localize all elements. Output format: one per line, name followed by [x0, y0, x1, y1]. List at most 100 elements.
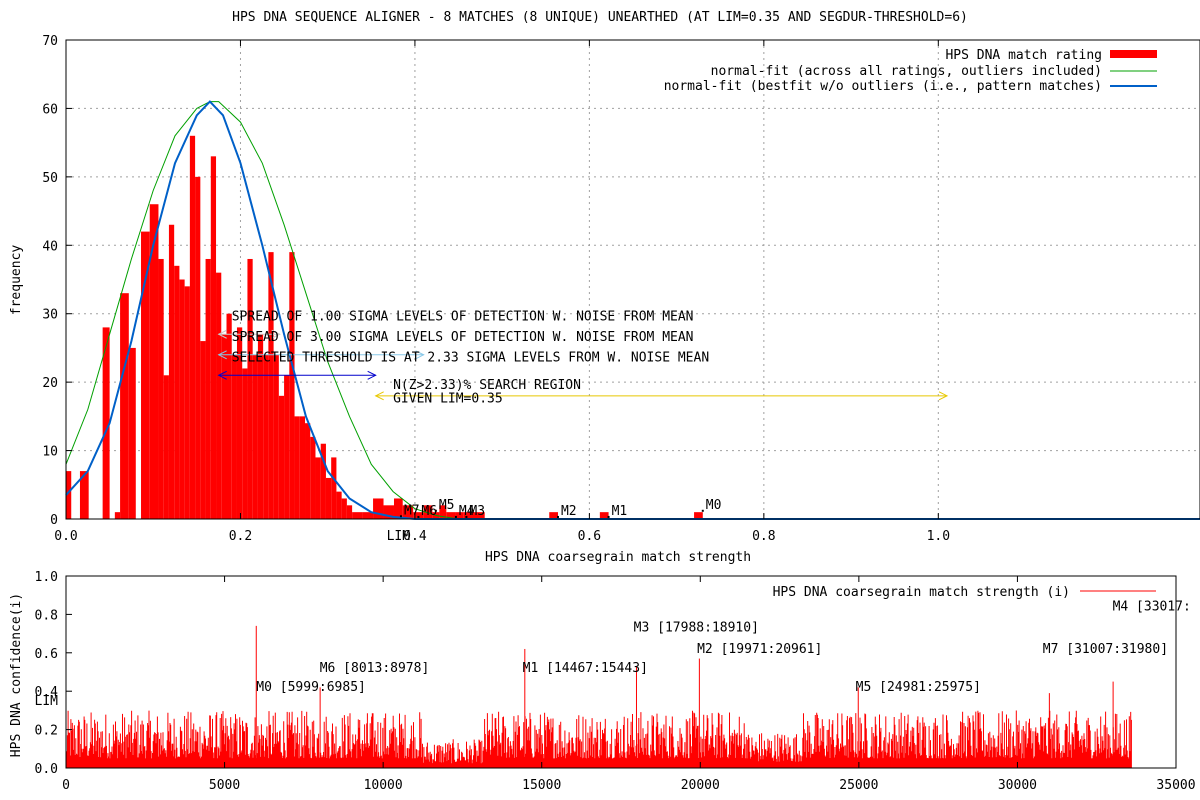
histogram-x-axis-label: HPS DNA coarsegrain match strength	[485, 550, 751, 565]
confidence-x-tick-label: 25000	[839, 778, 878, 793]
confidence-chart: M0 [5999:6985] M6 [8013:8978] M1 [14467:15…	[9, 570, 1196, 793]
annotation-arrowhead-left	[217, 329, 227, 339]
histogram-bar	[336, 491, 342, 519]
match-label: M2	[561, 504, 577, 519]
histogram-y-tick-label: 10	[42, 445, 58, 460]
histogram-bar	[149, 204, 159, 519]
confidence-x-tick-label: 20000	[681, 778, 720, 793]
histogram-x-tick-label: 0.6	[578, 529, 601, 544]
histogram-bar	[120, 293, 129, 519]
histogram-x-tick-label: 1.0	[927, 529, 950, 544]
histogram-bar	[393, 498, 403, 519]
annotation-arrowhead-left	[374, 391, 384, 401]
legend-entry-label: normal-fit (bestfit w/o outliers (i.e., …	[664, 79, 1102, 94]
histogram-bar	[439, 505, 447, 519]
histogram-bar	[472, 512, 485, 519]
histogram-bar	[446, 512, 456, 519]
match-point	[417, 515, 420, 518]
histogram-bar	[383, 505, 394, 519]
match-point	[399, 515, 402, 518]
histogram-bar	[257, 334, 264, 519]
histogram-y-tick-label: 20	[42, 376, 58, 391]
annotation-text: SPREAD OF 3.00 SIGMA LEVELS OF DETECTION…	[232, 330, 694, 345]
annotation-arrowhead-right	[271, 329, 281, 339]
histogram-bar	[346, 505, 353, 519]
histogram-bar	[236, 327, 243, 519]
chart-title: HPS DNA SEQUENCE ALIGNER - 8 MATCHES (8 …	[232, 10, 968, 25]
histogram-bar	[599, 512, 609, 519]
confidence-x-tick-label: 30000	[998, 778, 1037, 793]
confidence-x-tick-label: 0	[62, 778, 70, 793]
histogram-x-tick-label: 0.0	[54, 529, 77, 544]
histogram-bar	[128, 347, 136, 519]
histogram-bar	[66, 471, 72, 519]
histogram-bar	[294, 416, 300, 519]
confidence-match-label: M2 [19971:20961]	[697, 642, 822, 657]
match-point	[454, 515, 457, 518]
histogram-bar	[221, 334, 227, 519]
histogram-y-tick-label: 30	[42, 308, 58, 323]
match-point	[607, 515, 610, 518]
confidence-y-axis-label: HPS DNA confidence(i)	[9, 593, 24, 757]
histogram-bar	[216, 272, 222, 519]
histogram-bar	[284, 375, 290, 519]
histogram-bar	[268, 252, 274, 519]
histogram-bar	[247, 258, 253, 519]
histogram-bar	[252, 354, 258, 519]
match-label: M7	[404, 503, 420, 518]
match-point	[701, 509, 704, 512]
histogram-y-tick-label: 60	[42, 102, 58, 117]
histogram-bar	[352, 512, 363, 519]
annotation-arrowhead-right	[367, 370, 377, 380]
histogram-bar	[315, 457, 321, 519]
confidence-y-tick-label: 0.6	[35, 647, 58, 662]
histogram-bar	[163, 375, 169, 519]
histogram-x-tick-label: 0.2	[229, 529, 252, 544]
histogram-bar	[231, 354, 237, 519]
histogram-bar	[79, 471, 89, 519]
legend-entry-label: HPS DNA match rating	[945, 48, 1102, 63]
histogram-bar	[694, 512, 703, 519]
confidence-lim-label: LIM	[35, 694, 59, 709]
histogram-bar	[362, 512, 374, 519]
histogram-bar	[273, 354, 279, 519]
histogram-bar	[141, 231, 150, 519]
confidence-y-tick-label: 0.8	[35, 608, 58, 623]
confidence-y-tick-label: 1.0	[35, 570, 58, 585]
histogram-bar	[299, 416, 306, 519]
histogram-bar	[168, 224, 175, 519]
histogram-bar	[320, 443, 326, 519]
histogram-y-tick-label: 0	[50, 513, 58, 528]
histogram-frame	[65, 39, 1200, 520]
histogram-bar	[184, 286, 190, 519]
annotation-arrowhead-right	[938, 391, 949, 401]
histogram-bar	[289, 252, 295, 519]
legend-entry-label: HPS DNA coarsegrain match strength (i)	[773, 585, 1070, 600]
histogram-y-tick-label: 50	[42, 171, 58, 186]
match-label: M5	[439, 498, 455, 513]
histogram-x-tick-label: 0.4	[403, 529, 427, 544]
confidence-match-label: M4 [33017:	[1113, 600, 1191, 615]
histogram-bar	[102, 327, 110, 519]
annotation-arrowhead-left	[217, 370, 227, 380]
confidence-match-label: M0 [5999:6985]	[256, 680, 366, 695]
histogram-bar	[423, 505, 433, 519]
match-label: M0	[706, 498, 722, 513]
histogram-bar	[413, 512, 424, 519]
histogram-bar	[205, 258, 211, 519]
match-point	[556, 515, 559, 518]
confidence-y-tick-label: 0.0	[35, 762, 58, 777]
histogram-bar	[174, 265, 180, 519]
confidence-match-label: M1 [14467:15443]	[523, 661, 648, 676]
normal-fit-all-line	[65, 101, 1200, 520]
histogram-bar	[226, 313, 232, 519]
histogram-bar	[158, 258, 164, 519]
histogram-bar	[200, 341, 206, 519]
normal-fit-bestfit-line	[65, 100, 1200, 520]
histogram-bar	[325, 477, 332, 519]
histogram-bar	[305, 423, 311, 519]
histogram-bar	[310, 436, 316, 519]
confidence-y-tick-label: 0.2	[35, 724, 58, 739]
